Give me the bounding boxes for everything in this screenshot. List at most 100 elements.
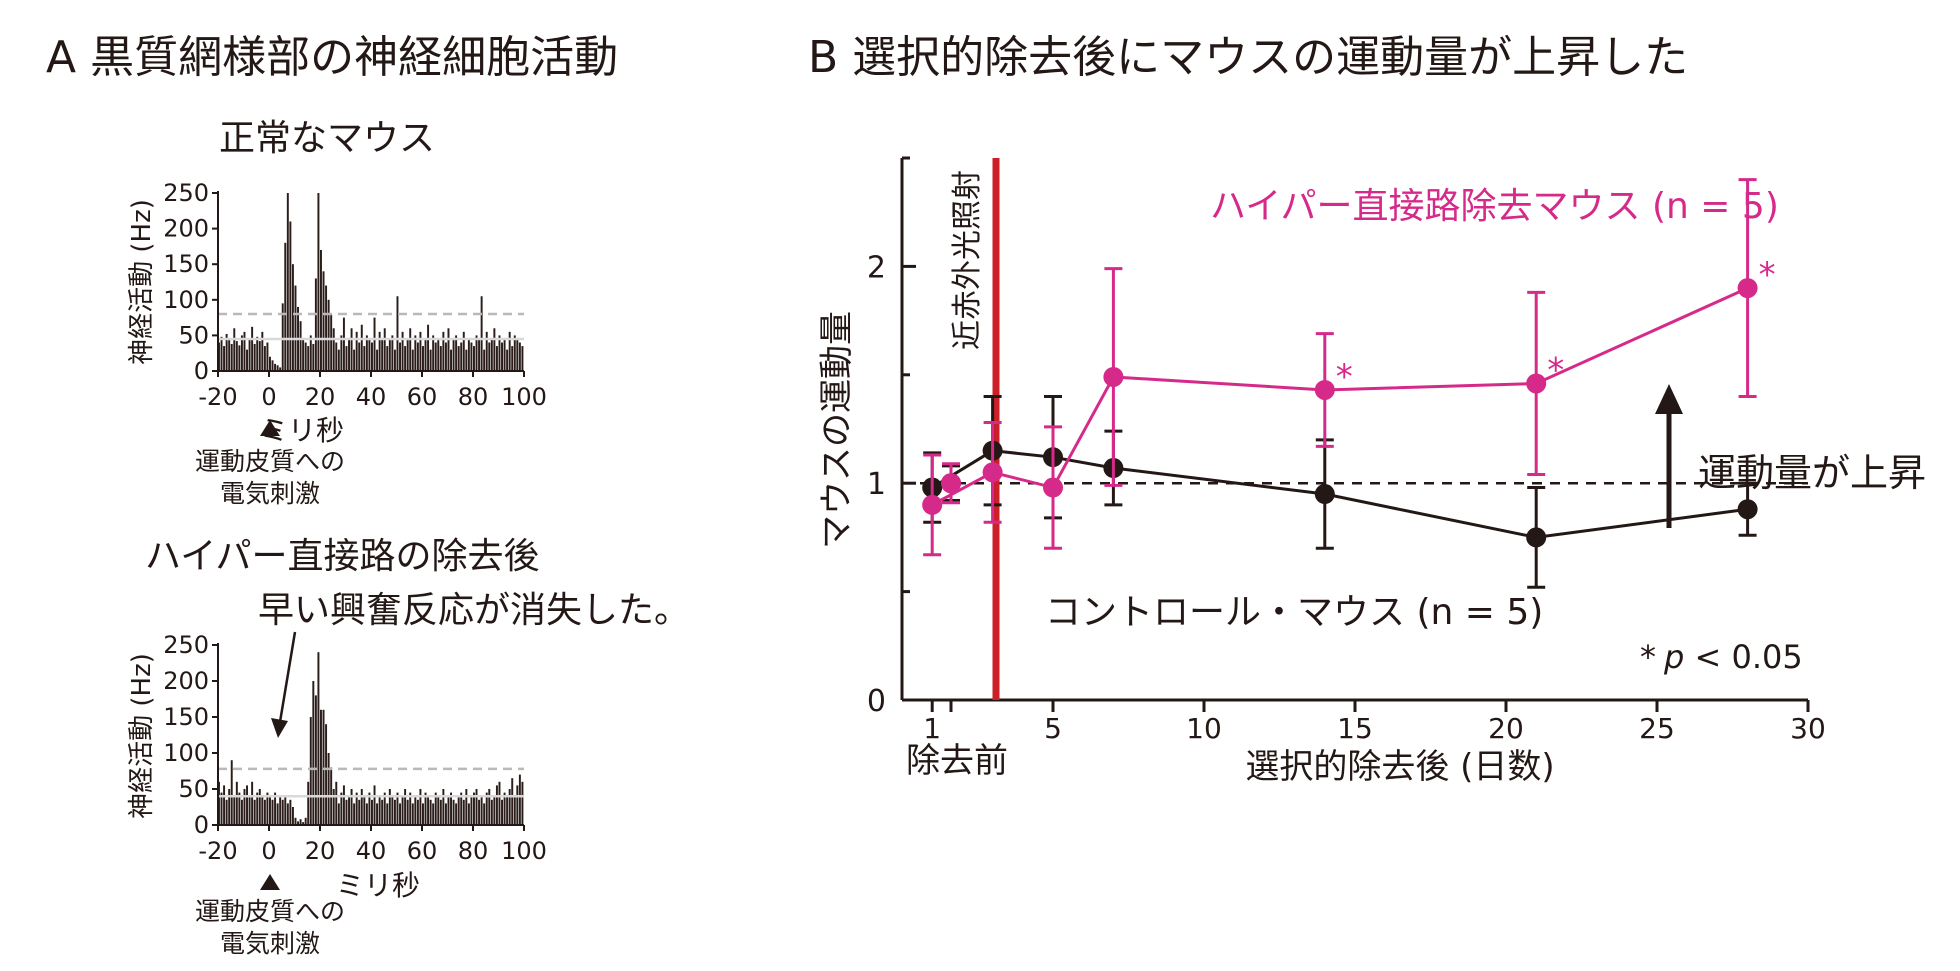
- histogram-ablated-title: ハイパー直接路の除去後: [145, 536, 540, 577]
- histogram-bar: [307, 781, 310, 825]
- histogram-bar: [457, 796, 460, 825]
- data-point: [1314, 484, 1335, 505]
- histogram-bar: [248, 796, 251, 825]
- locomotion-ylabel: マウスの運動量: [817, 311, 857, 549]
- x-tick-label: 100: [501, 837, 547, 865]
- histogram-bar: [261, 796, 264, 825]
- histogram-bar: [465, 349, 468, 371]
- histogram-bar: [233, 328, 236, 371]
- histogram-bar: [240, 335, 243, 371]
- histogram-bar: [340, 792, 343, 825]
- histogram-bar: [432, 335, 435, 371]
- x-tick-label: -20: [198, 383, 237, 411]
- histogram-bar: [360, 789, 363, 825]
- histogram-bar: [419, 789, 422, 825]
- histogram-bar: [238, 345, 241, 371]
- histogram-bar: [365, 803, 368, 825]
- histogram-bar: [376, 803, 379, 825]
- histogram-bar: [434, 342, 437, 371]
- data-point: [1737, 278, 1758, 299]
- histogram-bar: [422, 346, 424, 371]
- histogram-bar: [345, 799, 348, 825]
- histogram-bar: [506, 796, 509, 825]
- histogram-bar: [269, 356, 271, 371]
- data-point: [1103, 366, 1124, 387]
- histogram-bar: [511, 346, 514, 371]
- histogram-bar: [432, 803, 435, 825]
- y-tick-label: 0: [194, 357, 209, 385]
- histogram-bar: [314, 695, 317, 825]
- histogram-bar: [388, 789, 391, 825]
- histogram-bar: [396, 296, 399, 371]
- histogram-bar: [294, 817, 297, 825]
- histogram-bar: [246, 785, 248, 825]
- histogram-bar: [284, 796, 287, 825]
- histogram-bar: [462, 331, 465, 371]
- histogram-bar: [488, 789, 491, 825]
- histogram-bar: [348, 796, 350, 825]
- histogram-bar: [442, 331, 445, 371]
- histogram-bar: [378, 331, 381, 371]
- histogram-bar: [302, 822, 305, 825]
- x-tick-label: 20: [1488, 712, 1524, 745]
- histogram-bar: [490, 338, 493, 371]
- y-tick-label: 200: [163, 667, 209, 695]
- y-tick-label: 250: [163, 631, 209, 659]
- histogram-bar: [327, 299, 330, 371]
- histogram-bar: [467, 338, 470, 371]
- histogram-bar: [363, 346, 366, 371]
- data-point: [1314, 379, 1335, 400]
- x-tick-label: 40: [356, 383, 387, 411]
- histogram-bar: [442, 789, 445, 825]
- histogram-bar: [276, 365, 279, 371]
- x-tick-label: 40: [356, 837, 387, 865]
- histogram-bar: [368, 792, 371, 825]
- x-tick-label: 20: [305, 383, 336, 411]
- histogram-bar: [297, 821, 299, 825]
- histogram-bar: [411, 803, 414, 825]
- histogram-bar: [521, 781, 524, 825]
- histogram-bar: [444, 342, 447, 371]
- histogram-normal-ylabel: 神経活動 (Hz): [127, 199, 157, 365]
- histogram-bar: [450, 349, 452, 371]
- histogram-bar: [483, 349, 486, 371]
- histogram-bar: [411, 349, 414, 371]
- histogram-bar: [302, 338, 305, 371]
- increase-arrow-head-icon: [1655, 384, 1683, 414]
- histogram-bar: [263, 799, 266, 825]
- histogram-bar: [427, 324, 430, 371]
- histogram-bar: [274, 792, 277, 825]
- histogram-bar: [253, 799, 256, 825]
- histogram-bar: [478, 799, 481, 825]
- histogram-normal-title: 正常なマウス: [219, 118, 435, 159]
- histogram-bar: [516, 338, 519, 371]
- histogram-bar: [383, 328, 386, 371]
- x-tick-label: 60: [407, 383, 438, 411]
- histogram-bar: [383, 792, 386, 825]
- data-point: [1043, 477, 1063, 498]
- histogram-bar: [291, 807, 294, 825]
- histogram-bar: [320, 249, 322, 371]
- histogram-bar: [391, 335, 394, 371]
- x-tick-label: 5: [1044, 712, 1062, 745]
- histogram-bar: [358, 342, 361, 371]
- histogram-bar: [299, 321, 302, 371]
- histogram-ablated-xlabel: ミリ秒: [336, 869, 420, 902]
- data-point: [1737, 499, 1758, 520]
- histogram-bar: [289, 799, 292, 825]
- histogram-bar: [353, 349, 356, 371]
- histogram-bar: [286, 193, 289, 371]
- histogram-bar: [391, 796, 394, 825]
- histogram-bar: [378, 796, 381, 825]
- histogram-bar: [327, 753, 330, 825]
- histogram-bar: [225, 799, 228, 825]
- histogram-bar: [340, 335, 343, 371]
- histogram-bar: [386, 803, 389, 825]
- histogram-bar: [350, 789, 353, 825]
- histogram-bar: [493, 796, 496, 825]
- histogram-normal-bars: [218, 193, 524, 371]
- histogram-bar: [419, 331, 422, 371]
- histogram-bar: [256, 336, 259, 371]
- significance-note: * p < 0.05: [1640, 638, 1803, 676]
